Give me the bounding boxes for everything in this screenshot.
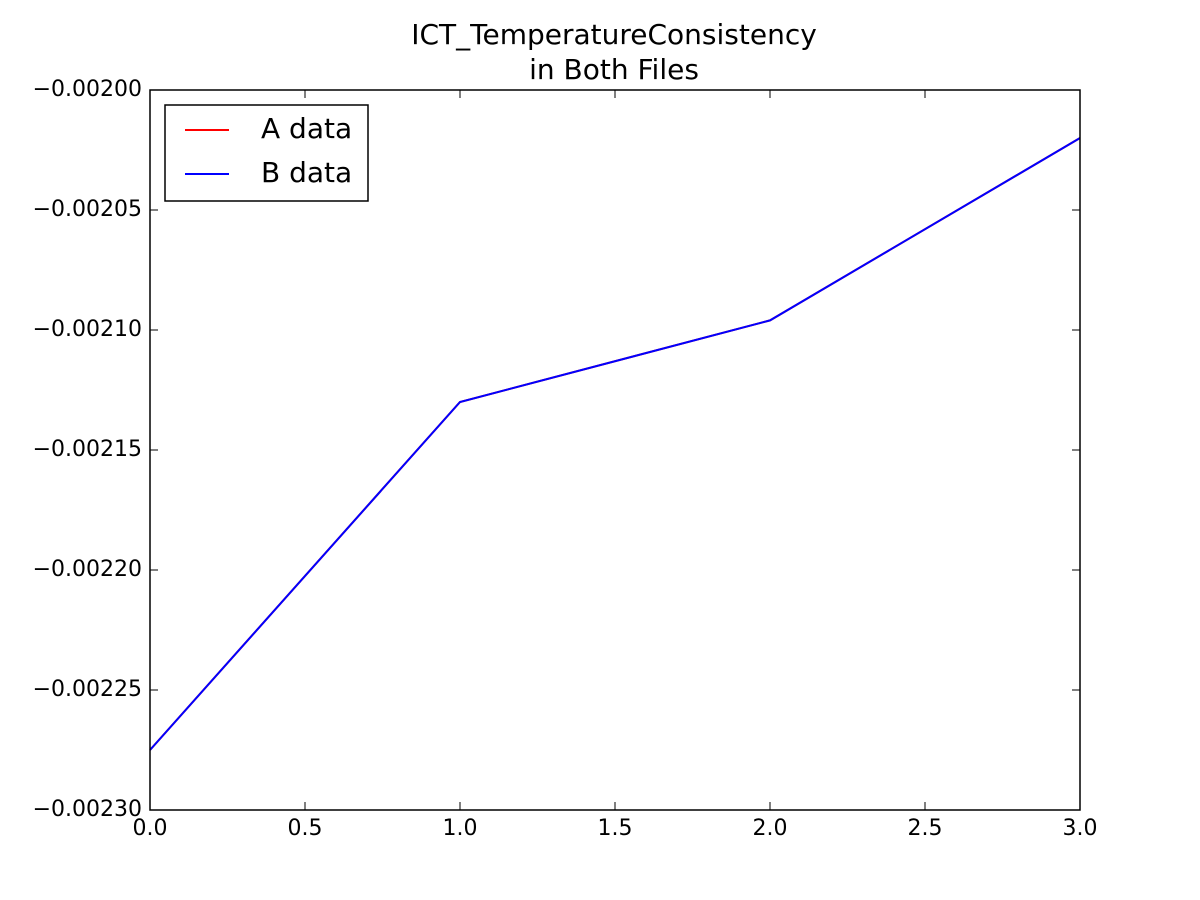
x-tick-label: 0.0 xyxy=(133,816,168,841)
chart-title: in Both Files xyxy=(529,53,699,86)
legend-box xyxy=(164,104,369,202)
y-tick-label: −0.00205 xyxy=(33,197,142,222)
x-tick-label: 1.0 xyxy=(443,816,478,841)
x-tick-label: 2.0 xyxy=(753,816,788,841)
x-tick-label: 1.5 xyxy=(598,816,633,841)
x-tick-label: 3.0 xyxy=(1063,816,1098,841)
legend-label: A data xyxy=(261,112,352,145)
y-tick-label: −0.00215 xyxy=(33,437,142,462)
series-line xyxy=(149,137,1081,751)
legend-label: B data xyxy=(261,156,352,189)
y-tick-label: −0.00200 xyxy=(33,77,142,102)
y-tick-label: −0.00230 xyxy=(33,797,142,822)
y-tick-label: −0.00220 xyxy=(33,557,142,582)
series-line xyxy=(149,137,1081,751)
x-tick-label: 2.5 xyxy=(908,816,943,841)
x-tick-label: 0.5 xyxy=(288,816,323,841)
y-tick-label: −0.00210 xyxy=(33,317,142,342)
y-tick-label: −0.00225 xyxy=(33,677,142,702)
chart-title: ICT_TemperatureConsistency xyxy=(411,18,817,51)
plot-frame xyxy=(149,89,1081,811)
